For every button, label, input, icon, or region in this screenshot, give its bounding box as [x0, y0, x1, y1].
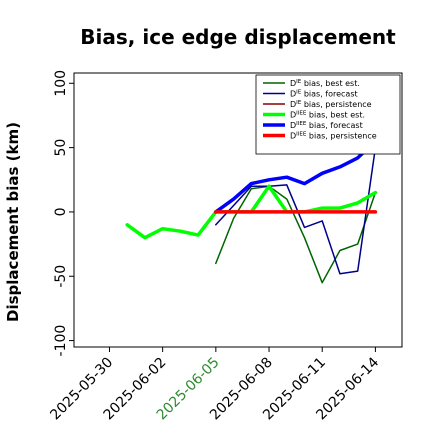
series-layer — [125, 139, 378, 284]
y-axis-label: Displacement bias (km) — [4, 122, 22, 322]
y-tick-label: 0 — [53, 207, 69, 216]
y-axis: -100 -50 0 50 100 — [53, 70, 74, 357]
legend-entry: DIIEE bias, persistence — [290, 132, 377, 141]
y-tick-label: 50 — [53, 139, 69, 157]
legend-entry: DIIEE bias, best est. — [290, 111, 365, 120]
series-line-2 — [215, 146, 377, 275]
plot-frame — [73, 72, 403, 348]
series-line-5 — [214, 139, 378, 214]
x-axis: 2025-05-302025-06-022025-06-052025-06-08… — [47, 347, 382, 423]
y-tick-label: -50 — [53, 265, 69, 288]
plot-area — [73, 72, 403, 348]
legend-entry: DIIEE bias, forecast — [290, 121, 363, 130]
y-tick-label: -100 — [53, 325, 69, 357]
legend: DIE bias, best est. DIE bias, forecastDIE… — [255, 74, 401, 155]
legend-entry: DIE bias, best est. — [290, 79, 360, 88]
legend-entry: DIE bias, forecast — [290, 90, 358, 99]
y-tick-label: 100 — [53, 70, 69, 97]
series-line-1 — [215, 185, 377, 284]
legend-entry: DIE bias, persistence — [290, 100, 372, 109]
chart-title: Bias, ice edge displacement — [80, 25, 396, 49]
